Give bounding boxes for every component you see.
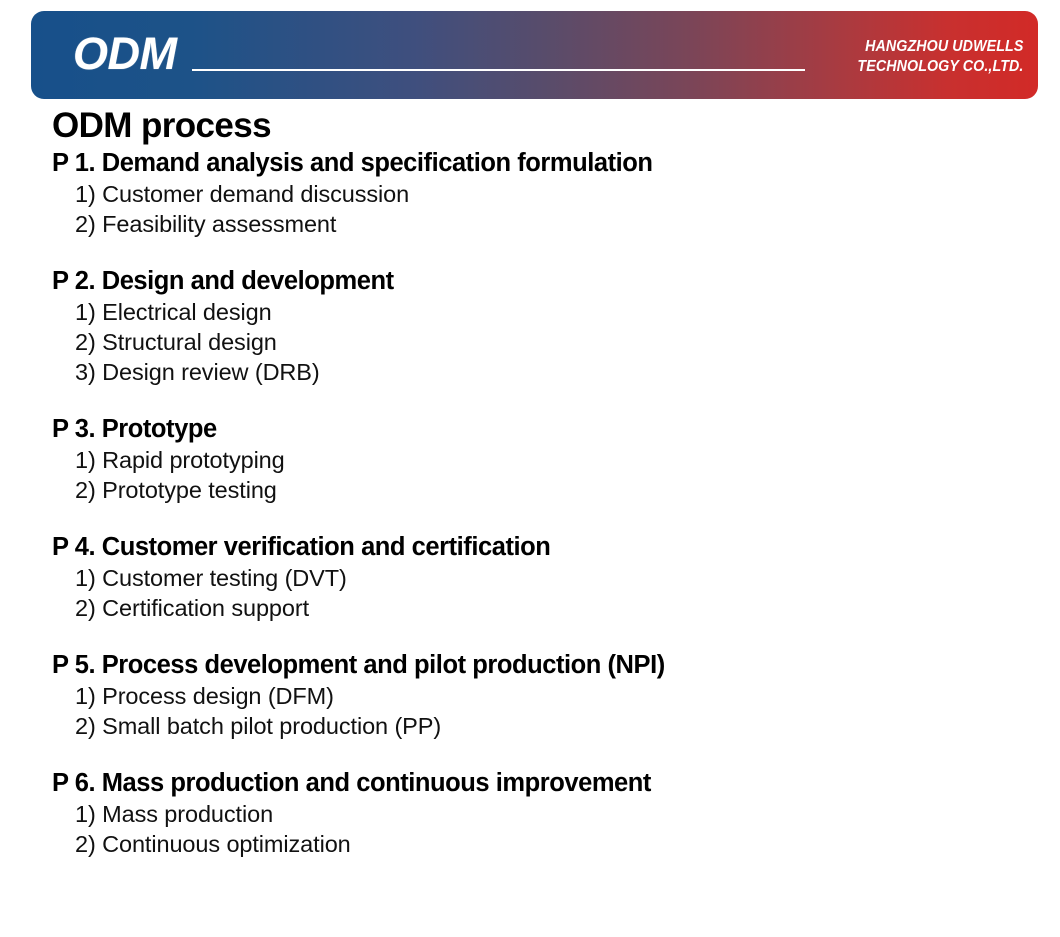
process-substep: 1) Rapid prototyping <box>75 447 285 473</box>
process-step-heading: P 6. Mass production and continuous impr… <box>52 769 651 797</box>
process-substep: 3) Design review (DRB) <box>75 359 320 385</box>
process-substep-list: 1) Mass production 2) Continuous optimiza… <box>0 799 1060 859</box>
process-step-heading: P 1. Demand analysis and specification f… <box>52 149 653 177</box>
process-step: P 2. Design and development 1) Electrical… <box>0 266 1060 387</box>
process-substep-list: 1) Customer demand discussion 2) Feasibil… <box>0 179 1060 239</box>
brand-divider-rule <box>192 69 805 71</box>
page-title: ODM process <box>52 106 272 145</box>
process-substep: 1) Mass production <box>75 801 274 827</box>
process-step-heading: P 5. Process development and pilot produ… <box>52 651 665 679</box>
process-step: P 4. Customer verification and certifica… <box>0 532 1060 623</box>
process-step: P 6. Mass production and continuous impr… <box>0 768 1060 859</box>
header-banner: ODM HANGZHOU UDWELLS TECHNOLOGY CO.,LTD. <box>31 11 1038 99</box>
process-substep: 2) Prototype testing <box>75 477 277 503</box>
process-substep: 1) Customer demand discussion <box>75 181 410 207</box>
process-substep-list: 1) Customer testing (DVT) 2) Certificatio… <box>0 563 1060 623</box>
process-substep: 2) Feasibility assessment <box>75 211 337 237</box>
company-name: HANGZHOU UDWELLS TECHNOLOGY CO.,LTD. <box>857 37 1023 77</box>
process-substep: 2) Certification support <box>75 595 310 621</box>
process-substep: 2) Structural design <box>75 329 277 355</box>
process-substep: 1) Customer testing (DVT) <box>75 565 347 591</box>
company-name-line-2: TECHNOLOGY CO.,LTD. <box>856 58 1023 76</box>
process-substep-list: 1) Process design (DFM) 2) Small batch pi… <box>0 681 1060 741</box>
process-substep: 1) Process design (DFM) <box>75 683 334 709</box>
process-step-heading: P 4. Customer verification and certifica… <box>52 533 551 561</box>
process-step-list: P 1. Demand analysis and specification f… <box>0 148 1060 859</box>
process-substep: 2) Small batch pilot production (PP) <box>75 713 442 739</box>
process-step-heading: P 2. Design and development <box>52 267 394 295</box>
process-step: P 3. Prototype 1) Rapid prototyping 2) Pro… <box>0 414 1060 505</box>
process-step: P 1. Demand analysis and specification f… <box>0 148 1060 239</box>
process-content: ODM process P 1. Demand analysis and spe… <box>0 104 1060 859</box>
company-name-line-1: HANGZHOU UDWELLS <box>864 38 1023 55</box>
process-step: P 5. Process development and pilot produ… <box>0 650 1060 741</box>
process-substep: 1) Electrical design <box>75 299 272 325</box>
process-substep: 2) Continuous optimization <box>75 831 351 857</box>
process-substep-list: 1) Rapid prototyping 2) Prototype testing <box>0 445 1060 505</box>
process-step-heading: P 3. Prototype <box>52 415 217 443</box>
brand-wordmark: ODM <box>73 28 177 79</box>
process-substep-list: 1) Electrical design 2) Structural design… <box>0 297 1060 387</box>
